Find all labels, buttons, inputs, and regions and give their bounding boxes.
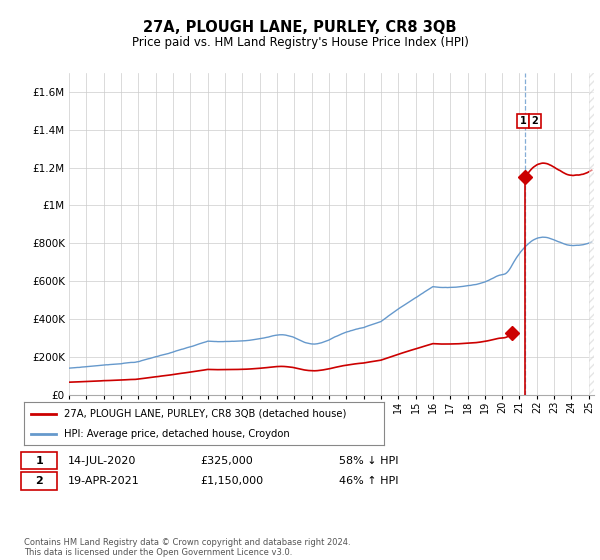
FancyBboxPatch shape [21,472,57,490]
Text: 58% ↓ HPI: 58% ↓ HPI [338,456,398,465]
Text: 27A, PLOUGH LANE, PURLEY, CR8 3QB (detached house): 27A, PLOUGH LANE, PURLEY, CR8 3QB (detac… [64,409,346,419]
Text: 2: 2 [35,476,43,486]
FancyBboxPatch shape [21,452,57,469]
Text: £325,000: £325,000 [200,456,253,465]
Text: 19-APR-2021: 19-APR-2021 [68,476,140,486]
Text: 46% ↑ HPI: 46% ↑ HPI [338,476,398,486]
Text: Contains HM Land Registry data © Crown copyright and database right 2024.
This d: Contains HM Land Registry data © Crown c… [24,538,350,557]
Text: 27A, PLOUGH LANE, PURLEY, CR8 3QB: 27A, PLOUGH LANE, PURLEY, CR8 3QB [143,20,457,35]
Text: £1,150,000: £1,150,000 [200,476,264,486]
Text: HPI: Average price, detached house, Croydon: HPI: Average price, detached house, Croy… [64,430,289,439]
Text: 1: 1 [520,116,526,126]
Text: Price paid vs. HM Land Registry's House Price Index (HPI): Price paid vs. HM Land Registry's House … [131,36,469,49]
Text: 1: 1 [35,456,43,465]
Text: 14-JUL-2020: 14-JUL-2020 [68,456,137,465]
Text: 2: 2 [532,116,538,126]
